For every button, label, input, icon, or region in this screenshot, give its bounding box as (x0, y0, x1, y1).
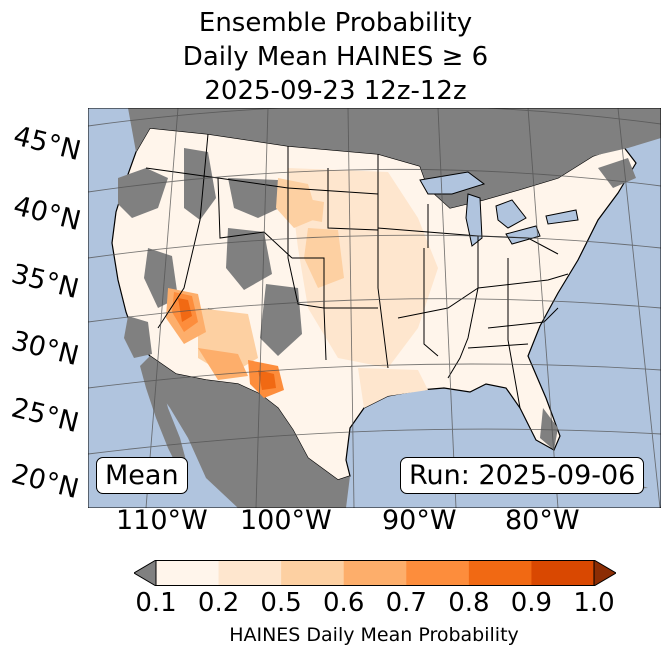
lon-label-90: 90°W (382, 505, 457, 536)
colorbar-tick: 0.7 (385, 588, 427, 618)
state-borders (145, 133, 569, 409)
missing-data-regions (118, 148, 636, 450)
colorbar-label: HAINES Daily Mean Probability (229, 624, 519, 646)
lat-label-35: 35°N (8, 258, 82, 306)
probability-map (88, 108, 661, 508)
lat-label-20: 20°N (8, 458, 82, 506)
map-title-line-3: 2025-09-23 12z-12z (204, 76, 467, 106)
colorbar-under-arrow (134, 560, 157, 586)
statistic-label: Mean (96, 457, 188, 494)
colorbar-over-arrow (593, 560, 616, 586)
lon-label-110: 110°W (116, 505, 208, 536)
colorbar-cell (406, 560, 470, 586)
colorbar-tick: 0.9 (510, 588, 553, 618)
map-title-line-1: Ensemble Probability (198, 8, 473, 38)
colorbar-tick: 0.5 (260, 588, 302, 618)
colorbar-cell (218, 560, 282, 586)
mexico-land (150, 356, 350, 508)
canada-land (128, 108, 661, 208)
lat-label-40: 40°N (10, 190, 84, 238)
lat-label-45: 45°N (10, 120, 84, 168)
graticule (88, 108, 661, 508)
map-title-line-2: Daily Mean HAINES ≥ 6 (182, 42, 489, 72)
colorbar-cell (343, 560, 407, 586)
colorbar-cell (281, 560, 345, 586)
lon-label-100: 100°W (240, 505, 332, 536)
colorbar-cell (531, 560, 595, 586)
lon-label-80: 80°W (505, 505, 580, 536)
colorbar-cell (468, 560, 532, 586)
run-date-label: Run: 2025-09-06 (400, 457, 645, 494)
colorbar-cell (156, 560, 220, 586)
colorbar-tick: 0.6 (323, 588, 365, 618)
colorbar-tick: 0.8 (448, 588, 490, 618)
colorbar-tick: 0.2 (197, 588, 240, 618)
lat-label-30: 30°N (8, 325, 82, 373)
colorbar-tick: 1.0 (573, 588, 615, 618)
colorbar (134, 560, 616, 586)
baja-land (140, 356, 188, 472)
lat-label-25: 25°N (8, 392, 82, 440)
colorbar-tick: 0.1 (135, 588, 177, 618)
great-lakes (419, 171, 579, 247)
